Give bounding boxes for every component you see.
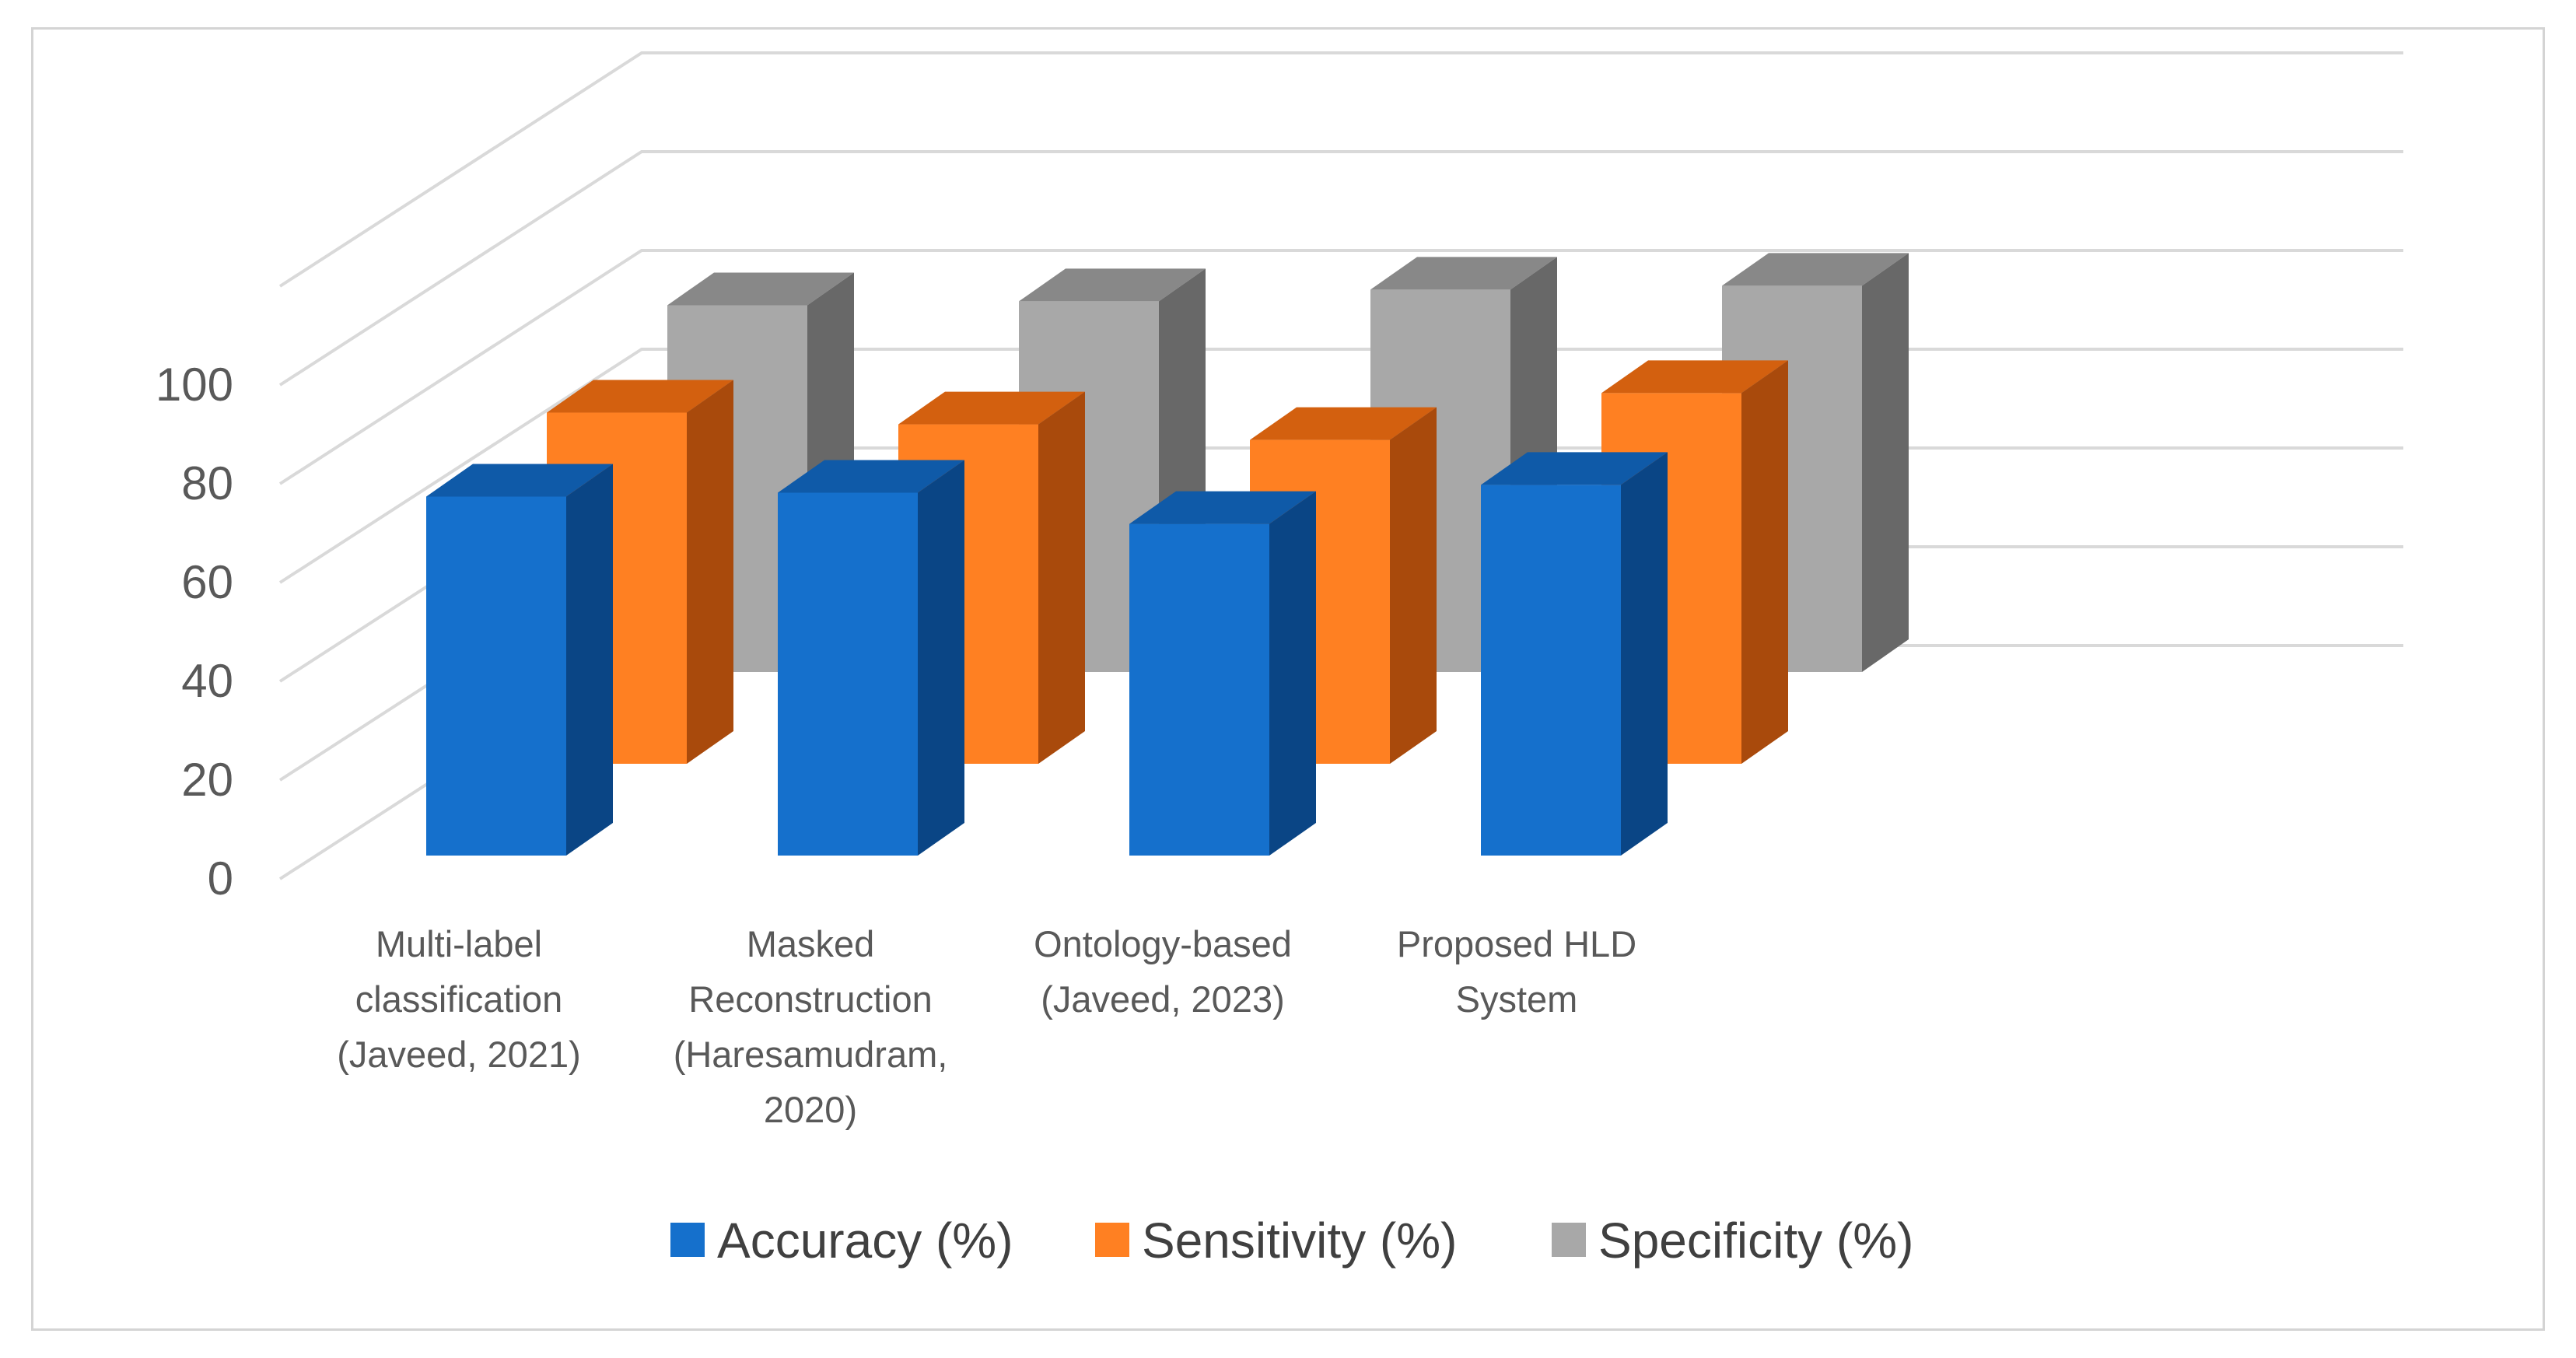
category-label: Multi-label classification (Javeed, 2021) bbox=[337, 923, 581, 1075]
bar bbox=[778, 460, 964, 856]
legend-item: Specificity (%) bbox=[1552, 1213, 1913, 1269]
legend-item: Sensitivity (%) bbox=[1095, 1213, 1457, 1269]
bar bbox=[1481, 452, 1668, 856]
legend-label: Sensitivity (%) bbox=[1142, 1213, 1457, 1269]
y-axis: 0 20 40 60 80 100 bbox=[156, 359, 233, 905]
legend-label: Accuracy (%) bbox=[717, 1213, 1013, 1269]
bar bbox=[426, 464, 613, 856]
category-label: Ontology-based (Javeed, 2023) bbox=[1034, 923, 1292, 1020]
legend-swatch bbox=[670, 1223, 705, 1257]
legend: Accuracy (%) Sensitivity (%) Specificity (… bbox=[670, 1213, 1913, 1269]
legend-item: Accuracy (%) bbox=[670, 1213, 1013, 1269]
gridline bbox=[278, 51, 2403, 288]
category-label: Masked Reconstruction (Haresamudram, 2020) bbox=[674, 923, 948, 1130]
y-tick-label: 100 bbox=[156, 359, 233, 411]
bars bbox=[426, 253, 1909, 856]
y-tick-label: 60 bbox=[181, 556, 233, 608]
gridline bbox=[278, 249, 2403, 485]
category-label: Proposed HLD System bbox=[1397, 923, 1636, 1020]
category-axis: Multi-label classification (Javeed, 2021) M… bbox=[337, 923, 1636, 1130]
legend-label: Specificity (%) bbox=[1598, 1213, 1913, 1269]
gridline bbox=[278, 150, 2403, 387]
legend-swatch bbox=[1095, 1223, 1129, 1257]
y-tick-label: 40 bbox=[181, 655, 233, 707]
y-tick-label: 20 bbox=[181, 754, 233, 806]
y-tick-label: 80 bbox=[181, 457, 233, 509]
legend-swatch bbox=[1552, 1223, 1586, 1257]
bar bbox=[1129, 491, 1316, 856]
y-tick-label: 0 bbox=[208, 852, 233, 905]
